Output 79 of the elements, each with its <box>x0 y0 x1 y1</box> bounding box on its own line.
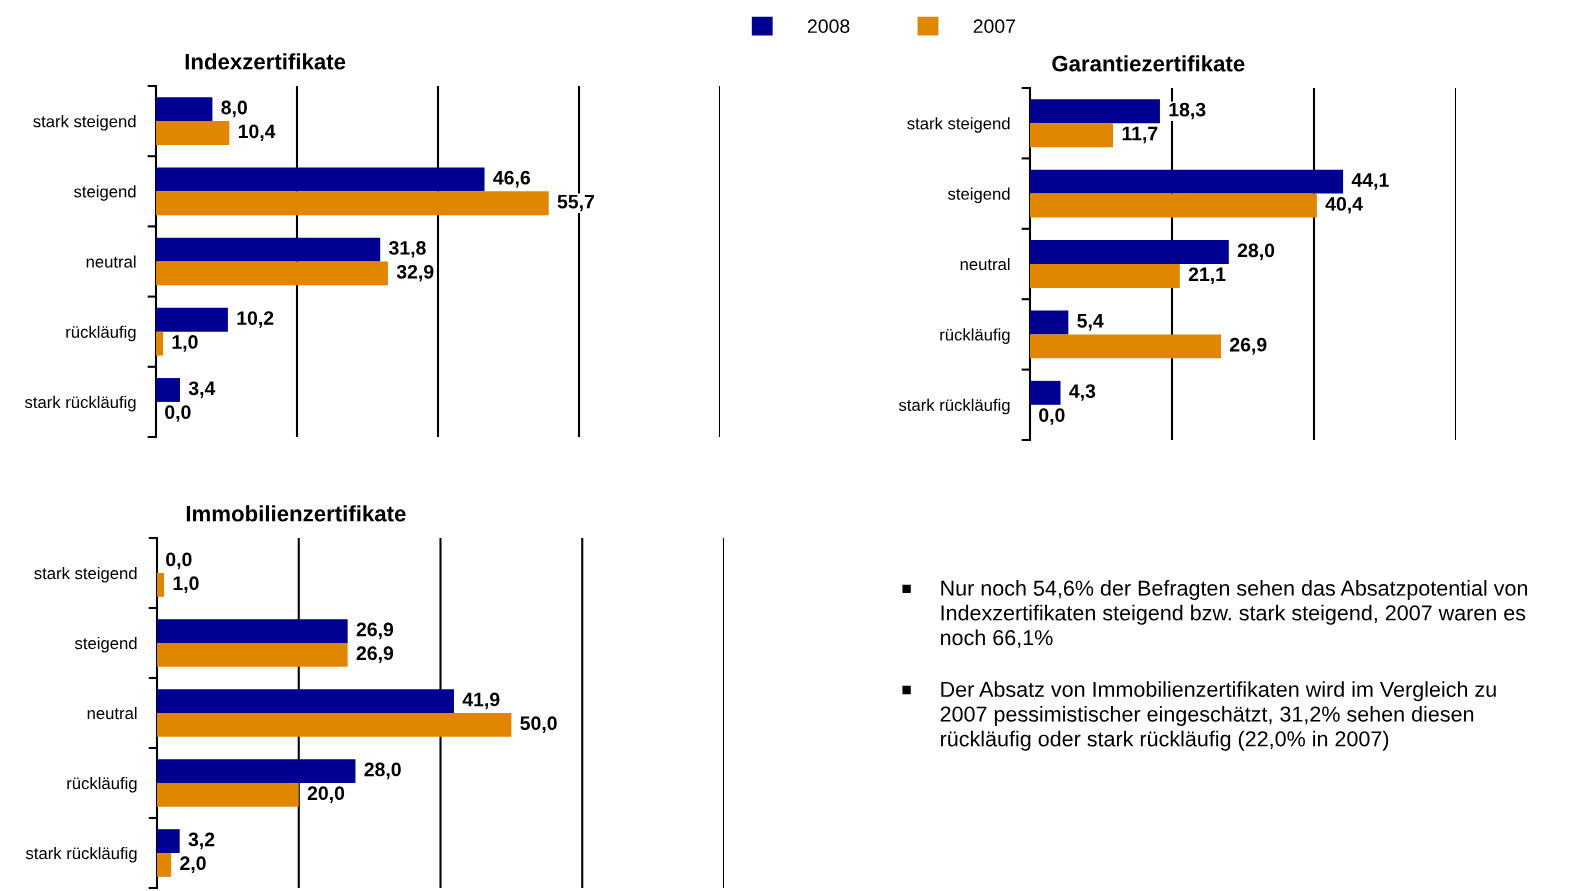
bar <box>1030 169 1344 194</box>
data-label: 11,7 <box>1122 126 1158 144</box>
y-tick-label: rückläufig <box>66 325 136 342</box>
data-label: 44,1 <box>1351 173 1389 190</box>
bar <box>157 783 299 807</box>
bar <box>157 713 512 737</box>
data-label: 21,1 <box>1188 267 1226 285</box>
data-label: 26,9 <box>356 622 394 640</box>
data-label: 3,2 <box>188 832 215 850</box>
bar <box>157 619 348 643</box>
bar <box>1030 123 1114 148</box>
y-tick-label: stark rückläufig <box>25 846 137 863</box>
y-tick-label: steigend <box>75 636 137 653</box>
bar <box>156 121 230 145</box>
bar <box>157 643 348 667</box>
bar <box>1030 380 1061 405</box>
bar <box>156 167 485 192</box>
data-label: 31,8 <box>388 241 426 258</box>
data-label: 1,0 <box>172 335 198 352</box>
data-label: 20,0 <box>307 786 345 803</box>
data-label: 10,4 <box>238 124 276 142</box>
y-tick-label: stark steigend <box>34 566 137 583</box>
bar <box>1030 264 1180 288</box>
bar <box>1030 310 1069 335</box>
data-label: 1,0 <box>173 576 199 593</box>
chart-title: Immobilienzertifikate <box>186 505 406 522</box>
bar <box>1030 99 1160 124</box>
y-tick-label: rückläufig <box>67 776 137 793</box>
bar <box>1030 334 1221 359</box>
y-tick-label: stark steigend <box>907 117 1010 133</box>
data-label: 55,7 <box>557 194 595 212</box>
bar <box>156 331 164 356</box>
bar <box>1030 240 1229 264</box>
y-tick-label: stark steigend <box>33 115 136 131</box>
data-label: 10,2 <box>237 311 274 328</box>
data-label: 4,3 <box>1069 384 1096 401</box>
legend-label: 2007 <box>973 19 1015 34</box>
y-tick-label: rückläufig <box>940 328 1010 344</box>
y-tick-label: steigend <box>948 187 1010 204</box>
bar <box>157 759 356 783</box>
bar <box>156 237 381 262</box>
data-label: 2,0 <box>180 856 206 873</box>
chart-title: Indexzertifikate <box>185 53 346 70</box>
bar <box>157 829 180 853</box>
data-label: 46,6 <box>493 170 530 188</box>
bar <box>156 191 549 216</box>
y-tick-label: neutral <box>960 257 1010 271</box>
bar <box>156 97 213 122</box>
chart-title: Garantiezertifikate <box>1052 55 1245 72</box>
data-label: 18,3 <box>1169 102 1206 120</box>
data-label: 0,0 <box>1039 408 1065 425</box>
text: Nur noch 54,6% der Befragten sehen das Absatzpotential von Indexzertifikaten steigend bzw. stark steigend, 2007 waren es noch 66,1% <box>941 580 1528 648</box>
data-label: 32,9 <box>396 264 434 282</box>
bar <box>157 689 454 713</box>
data-label: 26,9 <box>356 646 394 663</box>
text: Der Absatz von Immobilienzertifikaten wird im Vergleich zu 2007 pessimistischer eingeschätzt, 31,2% sehen diesen rückläufig oder stark rückläufig (22,0% in 2007) <box>940 681 1496 751</box>
bar <box>156 261 388 286</box>
bar <box>157 573 165 597</box>
y-tick-label: steigend <box>74 185 136 201</box>
y-tick-label: stark rückläufig <box>898 398 1010 415</box>
data-label: 28,0 <box>1237 243 1275 261</box>
y-tick-label: neutral <box>86 255 136 268</box>
bar <box>156 307 228 332</box>
data-label: 41,9 <box>462 692 500 710</box>
data-label: 26,9 <box>1230 337 1267 355</box>
bar <box>157 853 172 877</box>
bar <box>156 378 180 402</box>
legend-label: 2008 <box>807 19 850 34</box>
data-label: 0,0 <box>165 405 191 422</box>
y-tick-label: stark rückläufig <box>24 395 136 412</box>
data-label: 3,4 <box>188 381 216 399</box>
data-label: 50,0 <box>520 716 557 733</box>
data-label: 8,0 <box>221 100 247 118</box>
data-label: 0,0 <box>166 552 192 570</box>
data-label: 40,4 <box>1325 197 1363 214</box>
data-label: 5,4 <box>1077 314 1104 331</box>
data-label: 28,0 <box>364 762 401 780</box>
y-tick-label: neutral <box>87 706 137 720</box>
bar <box>1030 193 1317 218</box>
